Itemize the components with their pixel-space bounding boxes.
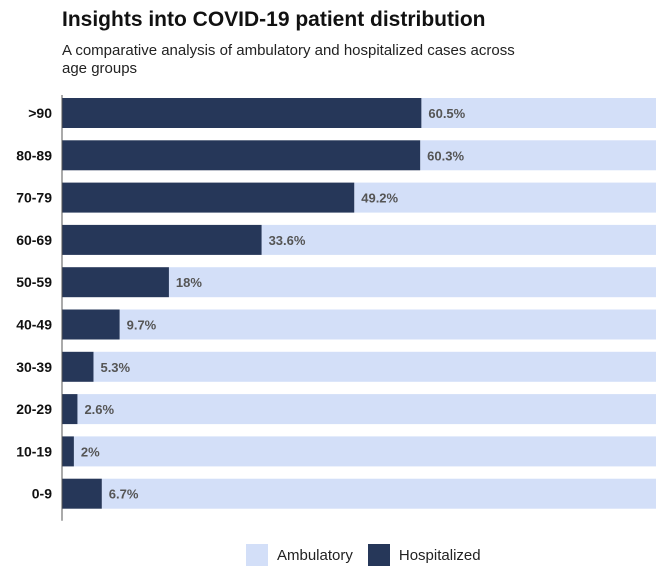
bar-ambulatory <box>420 140 656 171</box>
legend-label-hospitalized: Hospitalized <box>398 546 481 564</box>
bar-hospitalized <box>62 224 262 255</box>
data-label: 5.3% <box>100 360 130 375</box>
legend-item-hospitalized[interactable]: Hospitalized <box>367 544 481 566</box>
legend-label-ambulatory: Ambulatory <box>277 546 353 564</box>
bar-ambulatory <box>421 98 656 128</box>
bar-hospitalized <box>62 394 78 425</box>
bar-ambulatory <box>77 394 657 425</box>
bar-hospitalized <box>62 309 120 340</box>
category-label: 40-49 <box>16 317 52 333</box>
chart-subtitle: A comparative analysis of ambulatory and… <box>62 42 515 77</box>
category-label: 50-59 <box>16 274 52 290</box>
data-label: 60.5% <box>428 106 465 121</box>
data-label: 2.6% <box>84 402 114 417</box>
data-label: 6.7% <box>109 487 139 502</box>
data-label: 49.2% <box>361 191 398 206</box>
bar-hospitalized <box>62 478 102 509</box>
legend-swatch-hospitalized <box>367 544 390 566</box>
category-label: 10-19 <box>16 443 52 459</box>
bar-hospitalized <box>62 182 355 213</box>
legend-item-ambulatory[interactable]: Ambulatory <box>246 544 353 566</box>
bar-ambulatory <box>93 351 657 382</box>
category-label: 0-9 <box>32 486 52 502</box>
category-label: 80-89 <box>16 147 52 163</box>
bar-hospitalized <box>62 140 421 171</box>
data-label: 18% <box>176 275 202 290</box>
chart-title: Insights into COVID-19 patient distribut… <box>62 8 486 31</box>
bar-ambulatory <box>168 267 657 298</box>
bar-ambulatory <box>119 309 657 340</box>
legend-swatch-ambulatory <box>246 544 268 566</box>
bar-hospitalized <box>62 436 74 467</box>
bar-hospitalized <box>62 351 94 382</box>
bar-ambulatory <box>354 182 656 213</box>
bar-hospitalized <box>62 267 169 298</box>
bar-ambulatory <box>261 224 656 255</box>
data-label: 9.7% <box>127 318 157 333</box>
bar-hospitalized <box>62 98 422 128</box>
data-label: 60.3% <box>427 148 464 163</box>
category-label: >90 <box>28 105 52 121</box>
bar-ambulatory <box>101 478 657 509</box>
category-label: 70-79 <box>16 190 52 206</box>
data-label: 2% <box>81 444 100 459</box>
category-label: 30-39 <box>16 359 52 375</box>
bar-ambulatory <box>73 436 656 467</box>
category-label: 60-69 <box>16 232 52 248</box>
data-label: 33.6% <box>269 233 306 248</box>
legend: Ambulatory Hospitalized <box>246 544 496 566</box>
category-label: 20-29 <box>16 401 52 417</box>
